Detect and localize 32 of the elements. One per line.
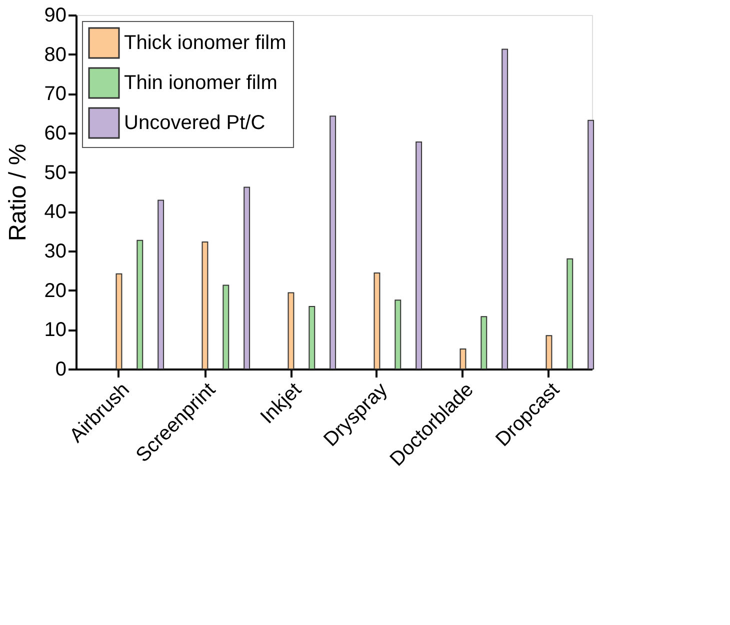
y-tick-label: 0 bbox=[55, 358, 66, 380]
bar bbox=[222, 284, 230, 370]
bar bbox=[502, 48, 508, 370]
bar bbox=[394, 300, 402, 370]
bar bbox=[460, 348, 466, 370]
y-tick-label: 20 bbox=[44, 280, 66, 302]
bar bbox=[308, 306, 316, 370]
bar bbox=[588, 120, 594, 370]
y-tick-label: 90 bbox=[44, 4, 66, 26]
y-tick-label: 10 bbox=[44, 319, 66, 342]
bar bbox=[158, 200, 164, 370]
legend-label: Uncovered Pt/C bbox=[124, 112, 266, 134]
bar bbox=[566, 258, 574, 370]
bar bbox=[136, 240, 144, 370]
y-axis-title: Ratio / % bbox=[4, 144, 32, 242]
y-tick-label: 60 bbox=[44, 122, 66, 144]
bar bbox=[546, 335, 552, 370]
bar bbox=[288, 292, 294, 370]
y-tick-label: 30 bbox=[44, 240, 66, 262]
legend-label: Thin ionomer film bbox=[124, 72, 278, 94]
y-tick-label: 70 bbox=[44, 83, 66, 106]
bar bbox=[202, 241, 208, 370]
legend-label: Thick ionomer film bbox=[124, 32, 286, 54]
bar bbox=[244, 186, 250, 370]
y-tick-label: 80 bbox=[44, 44, 66, 66]
bar bbox=[374, 272, 380, 370]
y-tick-label: 40 bbox=[44, 201, 66, 224]
bar bbox=[480, 316, 488, 370]
bar bbox=[330, 116, 336, 370]
bar bbox=[116, 273, 122, 370]
bar bbox=[416, 142, 422, 370]
y-tick-label: 50 bbox=[44, 162, 66, 184]
